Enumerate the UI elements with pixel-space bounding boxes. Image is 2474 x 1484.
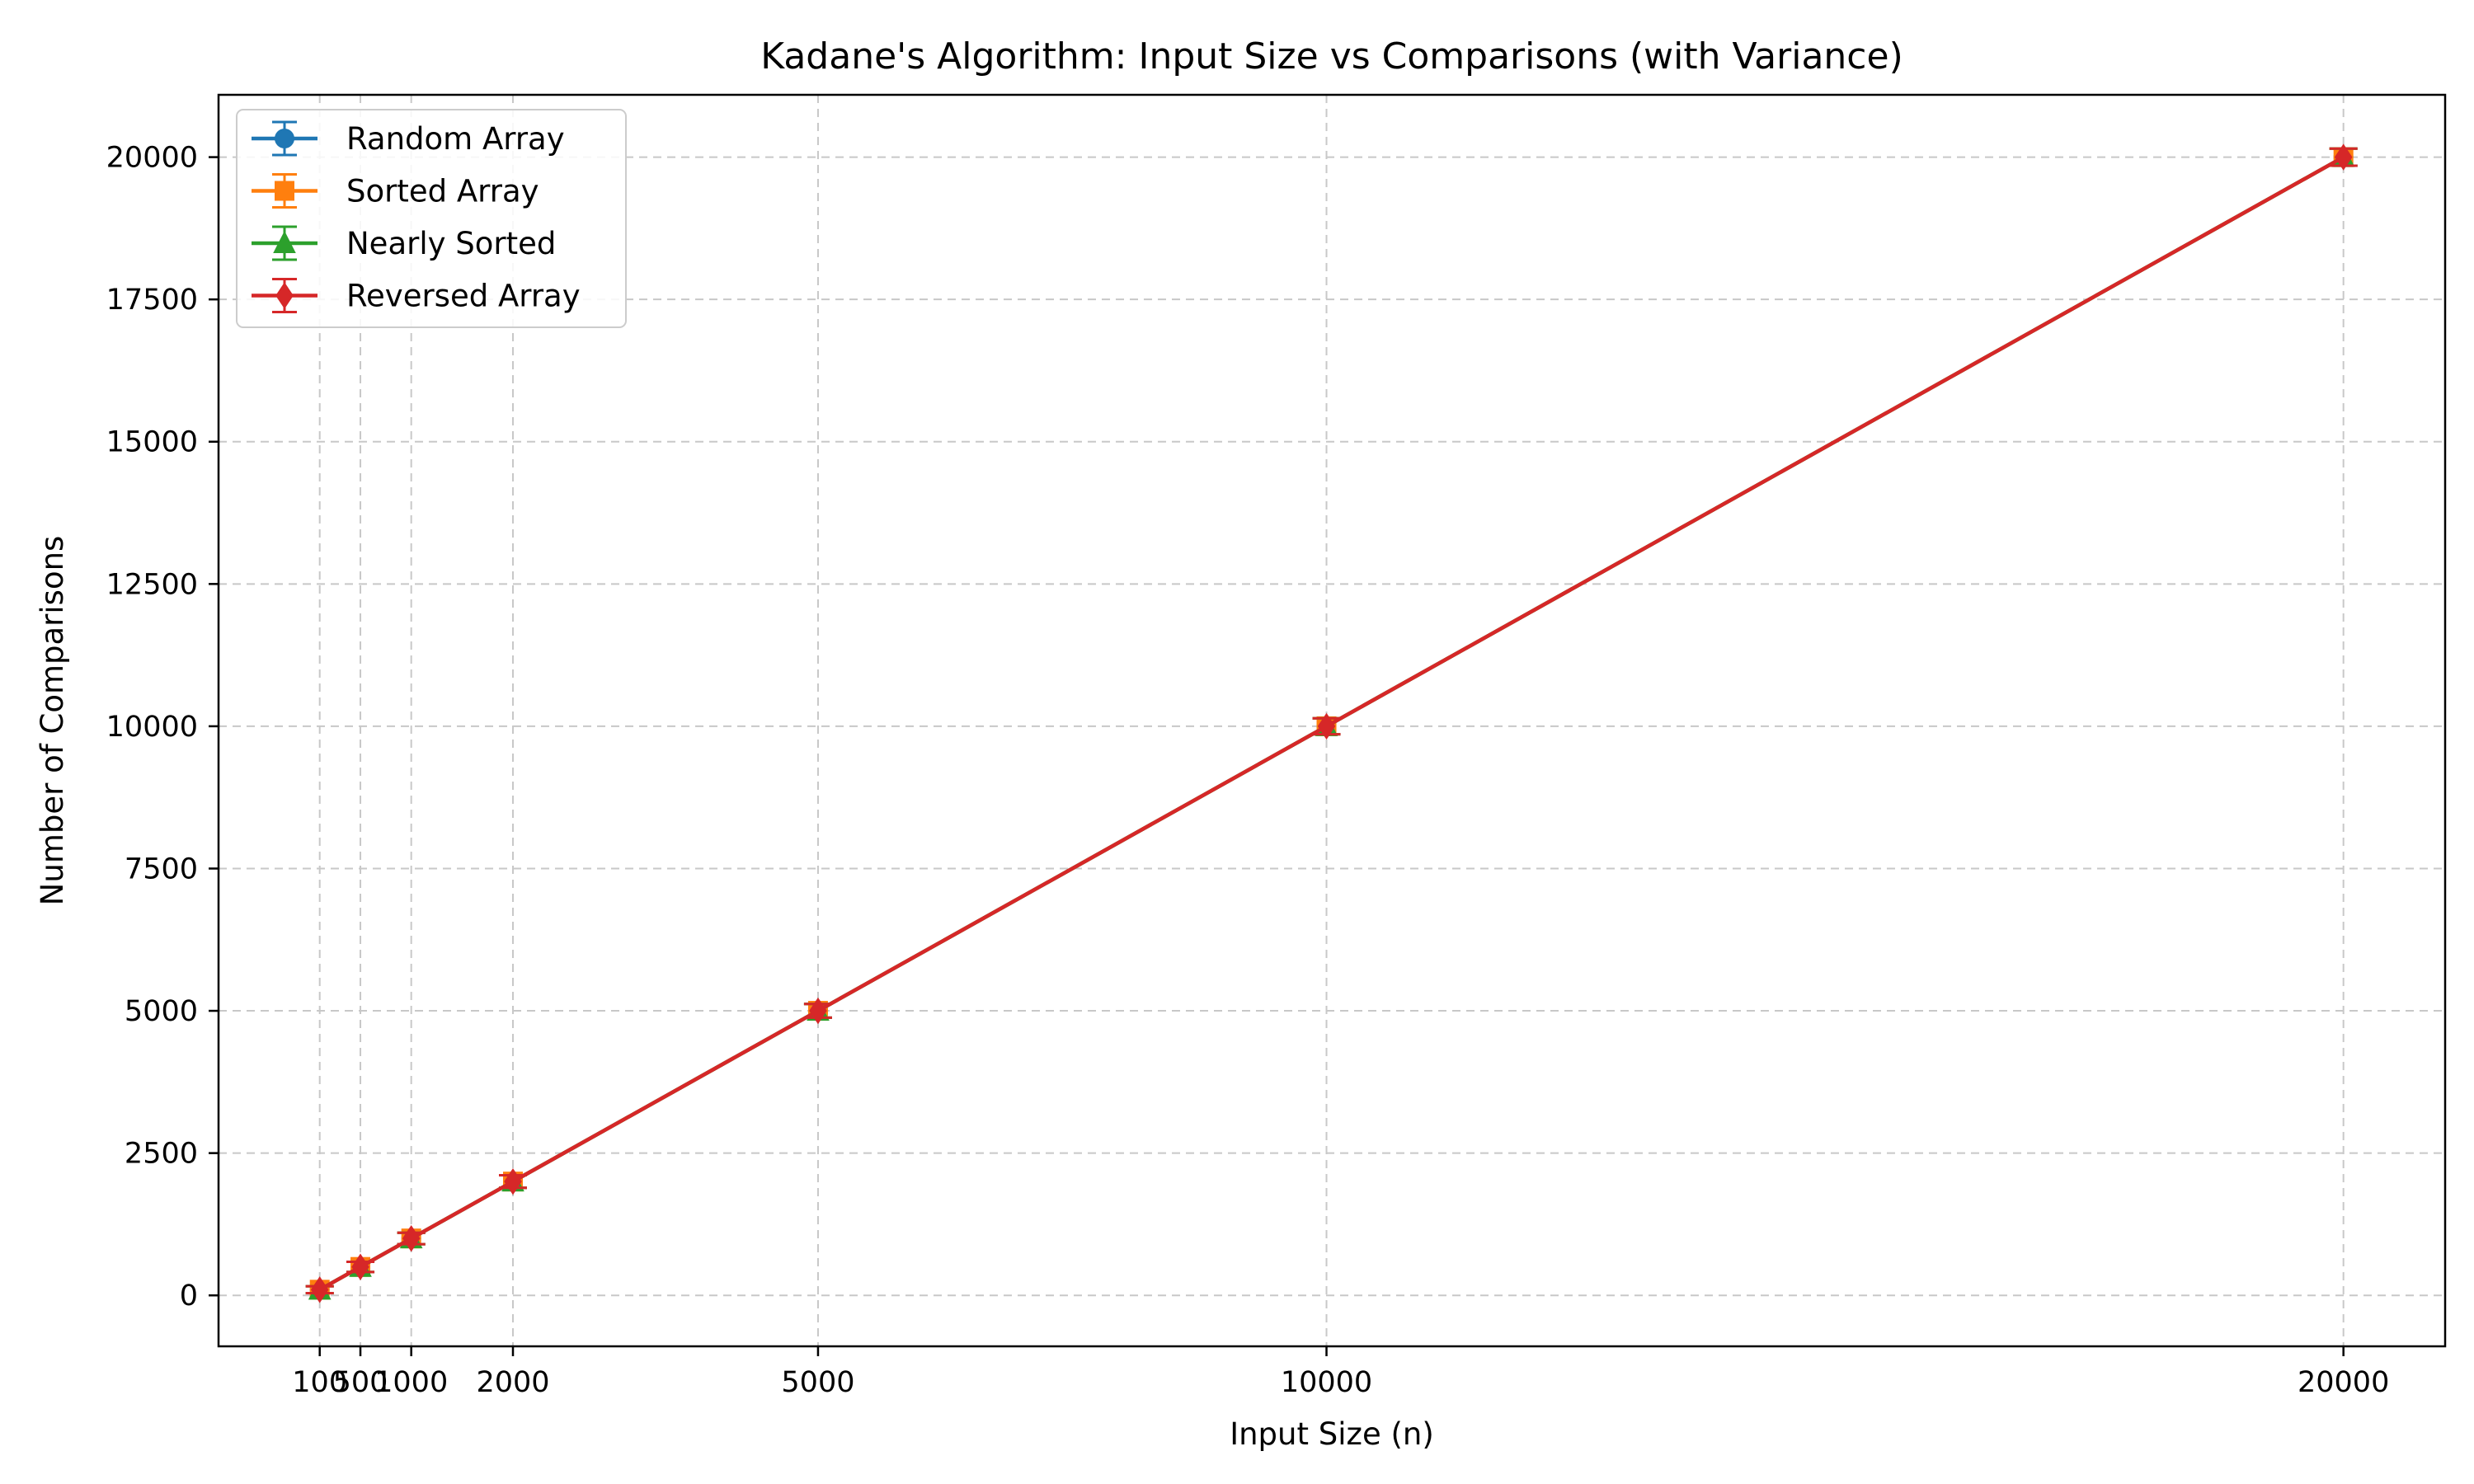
x-tick-label: 10000 [1281, 1366, 1372, 1399]
data-point-marker [504, 1167, 522, 1195]
legend-label: Random Array [346, 121, 565, 157]
y-tick-label: 17500 [106, 284, 198, 317]
legend-label: Sorted Array [346, 174, 539, 209]
y-tick-label: 2500 [125, 1138, 198, 1171]
y-tick-label: 0 [180, 1280, 198, 1313]
legend-item: Nearly Sorted [252, 225, 556, 261]
legend-label: Reversed Array [346, 279, 581, 314]
y-tick-label: 7500 [125, 852, 198, 885]
series-reversed-array [305, 143, 2358, 1303]
x-tick-label: 500 [333, 1366, 388, 1399]
legend-marker [275, 282, 294, 309]
legend-label: Nearly Sorted [346, 226, 556, 261]
legend-item: Sorted Array [252, 173, 539, 209]
x-tick-label: 1000 [374, 1366, 448, 1399]
x-tick-label: 2000 [476, 1366, 549, 1399]
data-point-marker [809, 997, 827, 1025]
series-layer [305, 143, 2358, 1303]
legend-marker [275, 129, 294, 148]
y-tick-label: 12500 [106, 568, 198, 601]
y-tick-label: 15000 [106, 426, 198, 459]
y-tick-label: 5000 [125, 995, 198, 1028]
data-point-marker [402, 1224, 421, 1252]
data-point-marker [310, 1276, 329, 1303]
y-tick-label: 10000 [106, 711, 198, 744]
data-point-marker [1317, 712, 1336, 740]
plot-frame [217, 93, 2447, 1348]
y-axis: 0 2500 5000 7500 10000 12500 15000 17500 20000 [106, 142, 219, 1313]
legend-marker [275, 181, 294, 201]
data-point-marker [2334, 143, 2353, 171]
x-tick-label: 100 [292, 1366, 347, 1399]
legend-item: Random Array [252, 120, 565, 157]
legend-marker [273, 231, 296, 253]
legend: Random Array Sorted Array Nearly Sorted Rev… [236, 109, 627, 328]
y-axis-label: Number of Comparisons [35, 536, 70, 906]
x-tick-label: 20000 [2298, 1366, 2389, 1399]
x-tick-label: 5000 [781, 1366, 854, 1399]
chart-title: Kadane's Algorithm: Input Size vs Compar… [760, 35, 1903, 77]
y-tick-label: 20000 [106, 142, 198, 175]
legend-item: Reversed Array [252, 278, 581, 314]
legend-box [236, 109, 627, 328]
x-axis-label: Input Size (n) [1230, 1416, 1434, 1452]
data-point-marker [351, 1253, 369, 1280]
